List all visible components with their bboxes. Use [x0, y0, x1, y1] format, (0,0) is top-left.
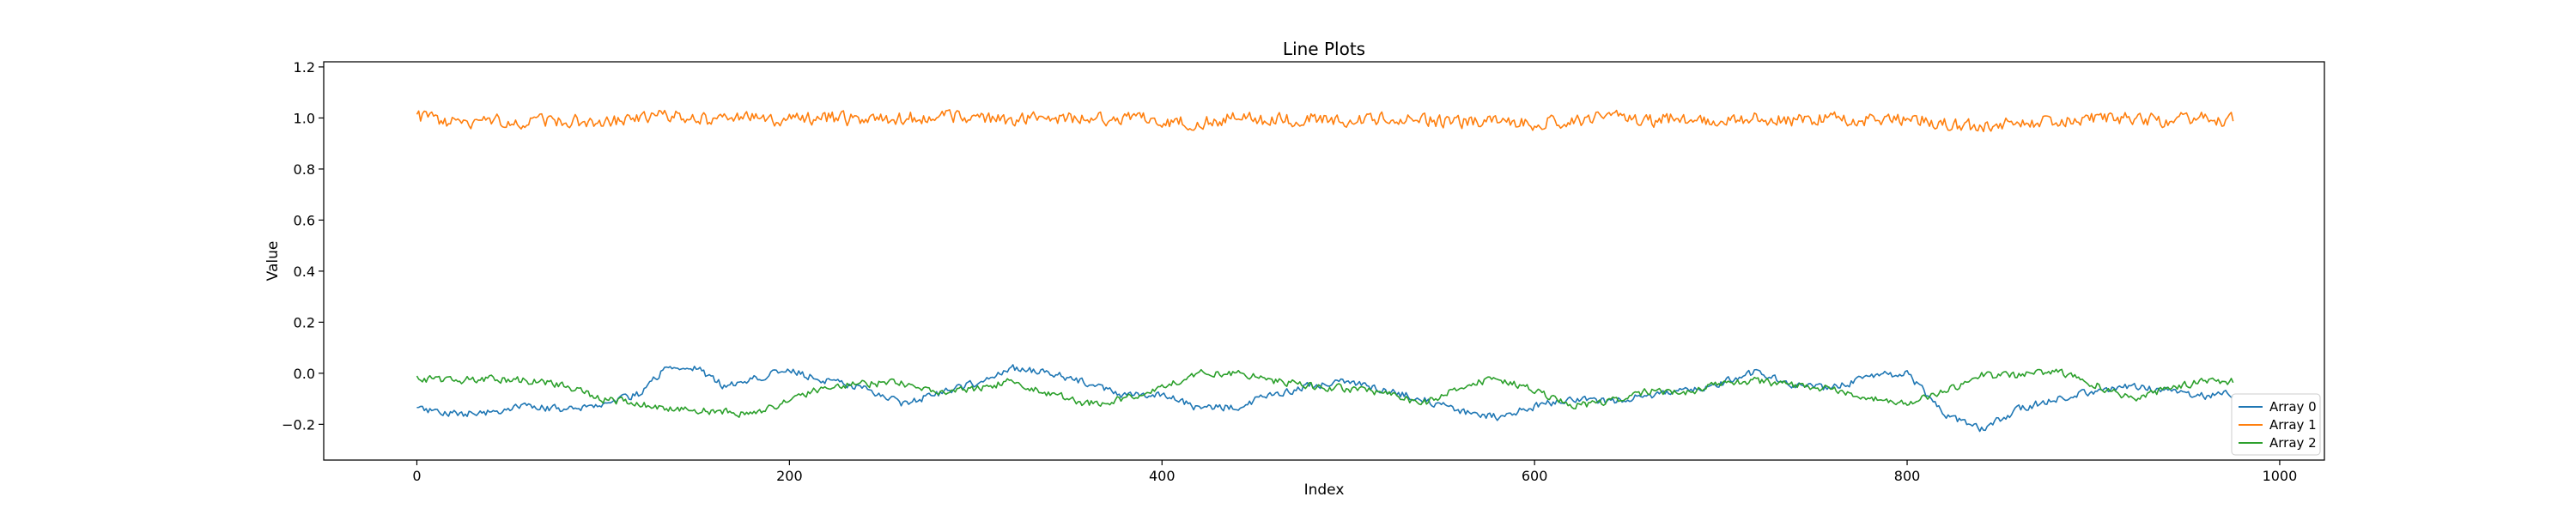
x-tick-label: 1000 [2263, 468, 2298, 484]
chart-title: Line Plots [1283, 39, 1365, 59]
legend-label: Array 0 [2269, 399, 2317, 415]
x-tick-label: 800 [1894, 468, 1921, 484]
x-axis-label: Index [1304, 482, 1345, 499]
x-tick-label: 0 [412, 468, 421, 484]
legend: Array 0 Array 1 Array 2 [2231, 393, 2321, 456]
legend-label: Array 2 [2269, 435, 2317, 451]
y-tick-label: 0.4 [294, 264, 315, 280]
x-tick-label: 200 [776, 468, 803, 484]
y-tick-label: 0.6 [294, 212, 315, 228]
y-tick-label: 1.2 [294, 59, 315, 76]
y-tick-label: −0.2 [282, 416, 315, 433]
y-tick-label: 0.0 [294, 366, 315, 382]
plot-lines [416, 109, 2234, 433]
series-line-1 [416, 109, 2234, 133]
series-line-0 [416, 364, 2234, 433]
y-tick-label: 0.8 [294, 161, 315, 178]
y-tick-label: 1.0 [294, 110, 315, 126]
y-axis-label: Value [264, 241, 282, 282]
plot-area-frame [323, 61, 2325, 461]
legend-box [2231, 393, 2321, 456]
y-axis-ticks: −0.2 0.0 0.2 0.4 0.6 0.8 1.0 1.2 [282, 59, 324, 433]
y-tick-label: 0.2 [294, 314, 315, 330]
x-tick-label: 600 [1522, 468, 1548, 484]
x-axis-ticks: 0 200 400 600 800 1000 [412, 460, 2297, 484]
series-line-2 [416, 368, 2234, 418]
x-tick-label: 400 [1149, 468, 1176, 484]
legend-label: Array 1 [2269, 417, 2317, 433]
